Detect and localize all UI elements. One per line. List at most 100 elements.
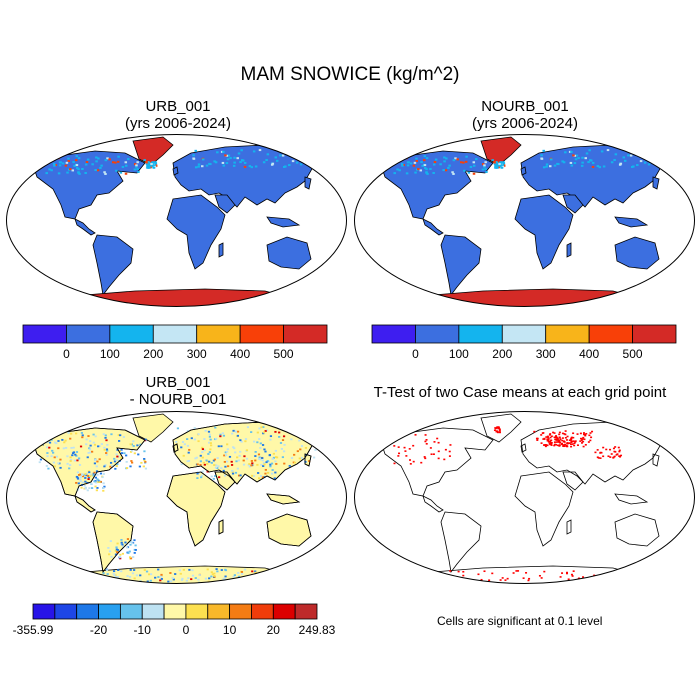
snow-cell [192, 154, 195, 157]
diff-cell [240, 571, 244, 573]
significant-cell [556, 437, 559, 440]
significant-cell [424, 440, 427, 443]
significant-cell [433, 441, 436, 443]
colorbar-urb [22, 324, 328, 344]
significant-cell [566, 435, 569, 438]
continent-arabia [214, 194, 236, 214]
diff-cell [124, 541, 127, 544]
diff-cell [120, 452, 124, 455]
snow-cell [151, 164, 154, 167]
diff-cell [180, 579, 184, 581]
panel-title-nourb-line1: NOURB_001 [481, 98, 569, 115]
diff-cell [116, 455, 119, 458]
diff-cell [133, 551, 136, 554]
diff-cell [193, 427, 196, 429]
diff-cell [45, 465, 48, 467]
significant-cell [546, 438, 549, 440]
continent-uk [520, 443, 527, 453]
diff-cell [290, 438, 293, 441]
significant-cell [607, 455, 610, 458]
snow-cell [499, 165, 503, 168]
significant-cell [396, 436, 399, 439]
diff-cell [269, 435, 273, 438]
continent-southAmerica [92, 234, 134, 296]
diff-cell [226, 450, 229, 453]
diff-cell [216, 467, 219, 469]
diff-cell [181, 441, 185, 443]
significant-cell [579, 437, 582, 440]
snow-cell [58, 164, 62, 167]
significant-cell [597, 457, 600, 459]
snow-cell [469, 165, 473, 168]
diff-cell [77, 482, 80, 485]
diff-cell [214, 466, 218, 469]
snow-cell [627, 154, 630, 157]
diff-cell [180, 446, 183, 449]
snow-cell [222, 164, 226, 167]
significant-cell [444, 448, 447, 451]
significant-cell [613, 455, 616, 458]
diff-cell [63, 441, 66, 444]
diff-cell [186, 460, 189, 463]
diff-cell [130, 461, 134, 464]
diff-cell [135, 574, 139, 577]
snow-cell [406, 164, 410, 167]
diff-cell [266, 460, 269, 462]
significant-cell [494, 427, 497, 429]
diff-cell [116, 548, 119, 551]
diff-cell [209, 448, 212, 451]
diff-cell [67, 432, 70, 434]
diff-cell [71, 454, 74, 457]
snow-cell [577, 157, 580, 160]
diff-cell [216, 457, 219, 459]
diff-cell [252, 475, 256, 477]
diff-cell [144, 460, 147, 463]
snow-cell [133, 168, 137, 171]
snow-cell [472, 161, 476, 164]
colorbar-tick-label: -355.99 [12, 623, 54, 637]
snow-cell [553, 164, 557, 167]
snow-cell [108, 158, 111, 161]
diff-cell [39, 433, 42, 436]
snow-cell [481, 163, 485, 166]
significant-cell [491, 572, 494, 575]
significant-cell [582, 440, 585, 443]
diff-cell [308, 460, 311, 462]
diff-cell [51, 449, 54, 452]
significant-cell [579, 440, 582, 442]
significant-cell [566, 442, 569, 445]
snow-cell [274, 156, 278, 159]
diff-cell [294, 426, 297, 429]
diff-cell [265, 429, 269, 432]
diff-cell [69, 460, 72, 462]
snow-cell [570, 150, 573, 153]
diff-cell [256, 463, 259, 466]
diff-cell [116, 576, 120, 578]
significant-cell [477, 573, 480, 576]
significant-cell [576, 433, 579, 435]
snow-cell [250, 166, 254, 169]
snow-cell [613, 159, 616, 162]
significant-cell [488, 579, 491, 582]
snow-cell [647, 163, 651, 166]
significant-cell [557, 439, 560, 441]
diff-cell [237, 578, 240, 581]
diff-cell [133, 577, 136, 580]
snow-cell [614, 153, 618, 156]
snow-cell [484, 161, 487, 164]
snow-cell [401, 164, 404, 167]
significant-cell [409, 463, 412, 465]
significant-cell [612, 447, 615, 450]
diff-cell [206, 568, 209, 571]
panel-title-urb-line1: URB_001 [145, 98, 211, 115]
snow-cell [99, 166, 102, 169]
significant-cell [585, 432, 588, 435]
diff-cell [274, 430, 277, 433]
continent-africa [166, 194, 226, 270]
snow-cell [421, 164, 424, 167]
snow-cell [281, 154, 285, 157]
continent-northAmerica [380, 427, 494, 497]
diff-cell [272, 456, 276, 459]
diff-cell [201, 456, 204, 459]
colorbar-box [119, 603, 143, 620]
